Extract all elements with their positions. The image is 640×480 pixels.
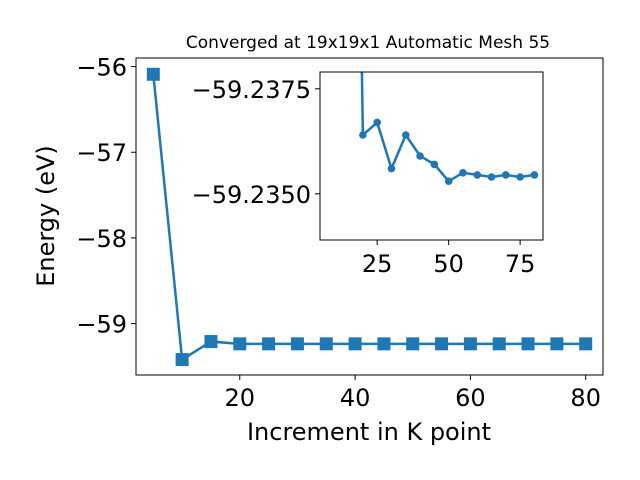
x-axis-label: Increment in K point — [247, 418, 491, 446]
inset-y-ticks: −59.2375 −59.2350 — [192, 76, 320, 209]
inset-data-point — [459, 169, 467, 177]
main-data-point — [550, 337, 564, 351]
main-series-line — [152, 74, 586, 362]
inset-data-point — [487, 173, 496, 181]
inset-plot: 25 50 75 −59.2375 −59.2350 — [192, 71, 544, 278]
main-y-ticks: −56 −57 −58 −59 — [76, 54, 136, 339]
main-y-tick-label: −57 — [76, 139, 127, 167]
main-data-point — [262, 337, 276, 351]
main-x-tick-label: 40 — [340, 384, 371, 412]
main-data-point — [175, 353, 189, 367]
main-data-point — [377, 337, 391, 351]
main-data-point — [319, 337, 333, 351]
main-data-point — [290, 337, 304, 351]
inset-background — [320, 72, 543, 240]
main-x-tick-label: 60 — [455, 384, 486, 412]
main-data-point — [463, 337, 477, 351]
y-axis-label: Energy (eV) — [32, 145, 60, 287]
main-plot-frame — [135, 57, 604, 376]
main-data-point — [435, 337, 449, 351]
main-y-tick-label: −59 — [76, 311, 127, 339]
main-data-point — [233, 337, 247, 351]
inset-x-tick-label: 25 — [362, 250, 393, 278]
inset-data-point — [473, 171, 482, 179]
inset-x-ticks: 25 50 75 — [362, 240, 535, 278]
inset-data-point — [373, 118, 381, 127]
inset-data-point — [516, 173, 524, 181]
inset-data-point — [502, 171, 510, 179]
main-data-point — [579, 337, 593, 351]
main-data-point — [406, 337, 420, 351]
main-data-point — [348, 337, 362, 351]
inset-data-point — [401, 131, 410, 139]
chart-title: Converged at 19x19x1 Automatic Mesh 55 — [186, 33, 550, 53]
inset-x-tick-label: 75 — [505, 250, 536, 278]
main-y-tick-label: −56 — [76, 54, 127, 82]
inset-x-tick-label: 50 — [433, 250, 464, 278]
main-data-point — [146, 67, 160, 81]
main-data-point — [204, 335, 218, 349]
inset-data-point — [387, 164, 396, 173]
main-y-tick-label: −58 — [76, 225, 127, 253]
main-data-point — [521, 337, 535, 351]
inset-data-point — [530, 171, 539, 179]
inset-data-point — [444, 177, 453, 185]
inset-data-point — [430, 160, 439, 169]
inset-plot-frame — [319, 71, 544, 241]
inset-series — [359, 71, 539, 185]
inset-y-tick-label: −59.2350 — [192, 181, 311, 209]
main-x-ticks: 20 40 60 80 — [225, 375, 601, 412]
main-series — [146, 67, 593, 367]
inset-y-tick-label: −59.2375 — [192, 76, 311, 104]
inset-data-point — [416, 152, 424, 160]
main-x-tick-label: 80 — [570, 384, 601, 412]
inset-data-point — [359, 131, 367, 139]
main-data-point — [492, 337, 506, 351]
main-plot: Converged at 19x19x1 Automatic Mesh 55 2… — [32, 33, 604, 446]
main-x-tick-label: 20 — [225, 384, 256, 412]
